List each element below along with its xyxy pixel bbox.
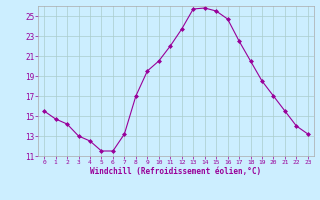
X-axis label: Windchill (Refroidissement éolien,°C): Windchill (Refroidissement éolien,°C) xyxy=(91,167,261,176)
